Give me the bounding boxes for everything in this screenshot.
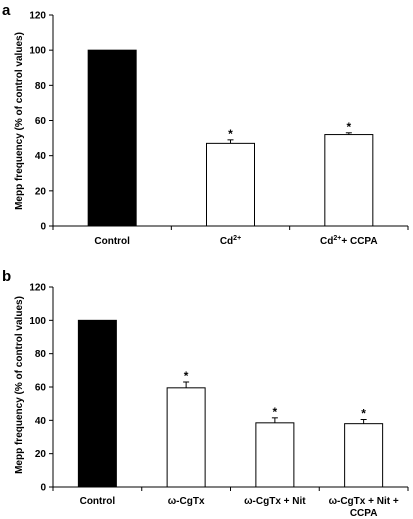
significance-star-3: *	[346, 120, 351, 134]
bar-3	[324, 134, 374, 227]
y-axis-title-a: Mepp frequency (% of control values)	[14, 32, 25, 210]
significance-star-3: *	[273, 405, 278, 419]
y-axis-title-b: Mepp frequency (% of control values)	[14, 296, 25, 474]
bar-4	[344, 423, 384, 488]
bar-2	[206, 142, 255, 227]
panel-letter-a: a	[2, 2, 11, 19]
y-tick-label: 60	[35, 116, 47, 127]
panel-letter-b: b	[2, 268, 11, 285]
category-label-2: Cd2+	[220, 235, 241, 247]
category-label-4: ω-CgTx + Nit + CCPA	[329, 496, 399, 519]
y-tick-label: 100	[29, 46, 46, 57]
category-label-3: ω-CgTx + Nit	[244, 496, 306, 507]
y-tick-label: 100	[29, 316, 46, 327]
y-tick-label: 40	[35, 151, 47, 162]
y-tick-label: 40	[35, 416, 47, 427]
significance-star-2: *	[184, 369, 189, 383]
category-label-2: ω-CgTx	[168, 496, 205, 507]
y-tick-label: 120	[29, 11, 46, 22]
chart-a: 0 20 40 60 80 100 120 Control * Cd2+ * Cd2++ CCPA	[29, 11, 409, 247]
y-tick-label: 0	[40, 483, 46, 494]
y-tick-label: 20	[35, 449, 47, 460]
significance-star-2: *	[228, 127, 233, 141]
chart-b: 0 20 40 60 80 100 120 Control * ω-CgTx * ω-CgTx + N…	[29, 283, 409, 519]
y-tick-label: 80	[35, 349, 47, 360]
bar-1	[87, 49, 137, 227]
bar-1	[77, 319, 117, 488]
bar-3	[255, 422, 295, 488]
category-label-1: Control	[80, 496, 116, 507]
significance-star-4: *	[361, 407, 366, 421]
category-label-1: Control	[94, 236, 130, 247]
y-tick-label: 20	[35, 186, 47, 197]
y-tick-label: 80	[35, 81, 47, 92]
y-tick-label: 60	[35, 383, 47, 394]
category-label-3: Cd2++ CCPA	[320, 235, 378, 247]
y-tick-label: 0	[40, 222, 46, 233]
y-tick-label: 120	[29, 283, 46, 294]
bar-2	[166, 387, 206, 488]
